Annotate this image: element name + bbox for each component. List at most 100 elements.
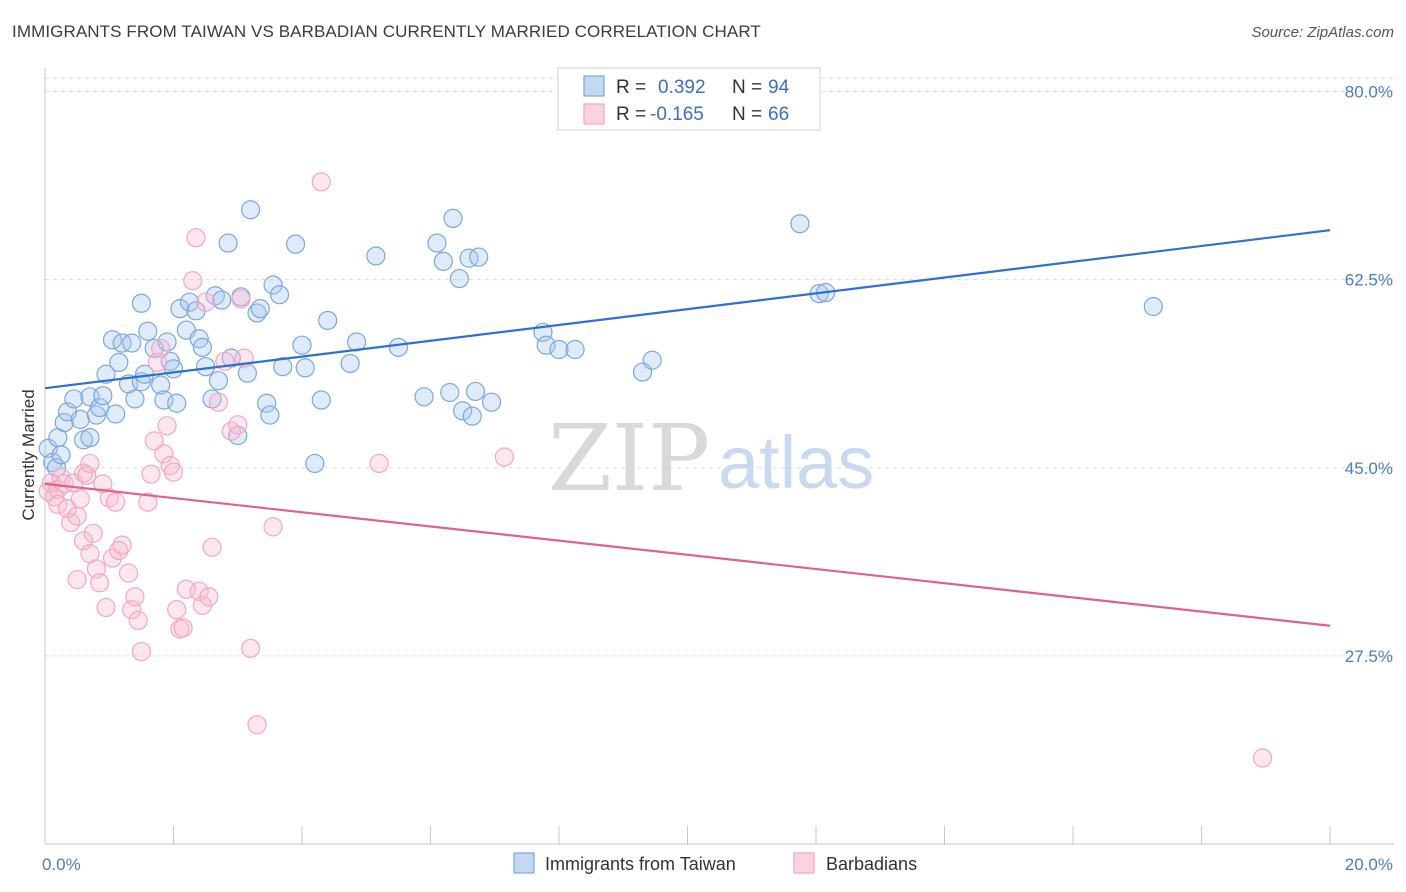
barbadian-point-25	[106, 492, 126, 512]
barbadian-point-64	[494, 447, 514, 467]
barbadian-point-26	[109, 540, 129, 561]
legend-r-value-1: 0.392	[658, 77, 706, 98]
barbadian-point-61	[263, 517, 283, 537]
barbadian-point-41	[163, 462, 184, 482]
barbadian-point-24	[102, 548, 123, 568]
trend-lines	[44, 229, 1331, 627]
barbadian-point-21	[93, 474, 113, 494]
taiwan-point-18	[109, 352, 129, 372]
watermark-atlas: atlas	[718, 421, 874, 504]
barbadian-point-34	[141, 464, 161, 484]
taiwan-point-8	[70, 409, 90, 429]
taiwan-point-33	[167, 393, 187, 413]
y-tick-label-3: 80.0%	[1345, 83, 1393, 102]
taiwan-point-19	[112, 333, 132, 353]
barbadian-point-6	[54, 474, 74, 494]
barbadian-point-62	[311, 172, 331, 192]
bottom-legend-label-barbadian: Barbadians	[826, 854, 917, 874]
barbadian-point-4	[48, 494, 68, 514]
barbadian-point-37	[151, 338, 171, 359]
barbadian-point-13	[73, 463, 94, 483]
barbadian-point-63	[369, 453, 389, 474]
legend-r-value-2: -0.165	[650, 104, 704, 125]
taiwan-point-86	[790, 214, 810, 234]
barbadian-point-22	[96, 597, 116, 618]
barbadian-point-38	[154, 444, 174, 464]
barbadian-point-60	[247, 715, 267, 735]
watermark: ZIP atlas	[548, 405, 874, 512]
taiwan-point-71	[440, 382, 460, 403]
taiwan-point-34	[170, 299, 190, 319]
barbadian-point-33	[138, 492, 158, 512]
taiwan-point-60	[295, 358, 315, 378]
legend-n-label-2: N =	[732, 104, 762, 125]
taiwan-point-67	[388, 337, 408, 357]
barbadian-point-31	[128, 610, 148, 631]
taiwan-point-78	[469, 247, 489, 267]
taiwan-point-50	[241, 200, 261, 220]
x-tick-label-1: 20.0%	[1345, 855, 1393, 874]
bottom-legend-swatch-barbadian	[793, 852, 815, 874]
barbadian-trend-line	[44, 482, 1331, 627]
barbadian-point-12	[70, 489, 90, 509]
taiwan-point-32	[163, 359, 184, 379]
barbadian-point-59	[241, 638, 261, 658]
taiwan-point-44	[212, 290, 232, 310]
barbadian-point-32	[131, 641, 151, 662]
taiwan-point-15	[96, 364, 116, 384]
taiwan-point-69	[427, 233, 447, 253]
taiwan-point-28	[151, 375, 171, 395]
taiwan-point-45	[218, 233, 238, 253]
y-tick-label-1: 45.0%	[1345, 459, 1393, 478]
taiwan-point-21	[122, 333, 142, 353]
tick-labels: 27.5% 45.0% 62.5% 80.0% 0.0% 20.0%	[42, 83, 1393, 875]
taiwan-point-7	[64, 389, 84, 409]
source-label: Source: ZipAtlas.com	[1251, 24, 1394, 41]
taiwan-point-75	[459, 248, 479, 268]
taiwan-point-56	[269, 285, 290, 305]
taiwan-point-85	[642, 350, 662, 370]
barbadian-point-18	[83, 523, 103, 543]
barbadian-point-56	[228, 415, 248, 435]
taiwan-point-55	[263, 275, 283, 295]
barbadian-point-10	[67, 506, 87, 526]
barbadian-point-47	[186, 228, 206, 248]
legend-r-label-1: R =	[616, 77, 646, 98]
barbadian-point-65	[1252, 748, 1273, 768]
taiwan-point-54	[260, 405, 280, 425]
taiwan-point-5	[54, 413, 74, 433]
legend-r-label-2: R =	[616, 104, 646, 125]
barbadian-point-39	[157, 416, 177, 436]
taiwan-point-17	[106, 404, 126, 424]
watermark-zip: ZIP	[548, 405, 710, 512]
barbadian-point-28	[118, 563, 139, 583]
legend-swatch-taiwan	[583, 75, 605, 97]
bottom-legend-label-taiwan: Immigrants from Taiwan	[545, 854, 736, 874]
taiwan-trend-line	[44, 229, 1331, 390]
taiwan-point-59	[292, 335, 312, 355]
taiwan-point-14	[93, 386, 113, 406]
taiwan-point-61	[305, 453, 325, 474]
legend-swatch-barbadian	[583, 103, 605, 125]
legend-n-value-2: 66	[768, 104, 789, 125]
axes	[44, 68, 1394, 845]
data-points	[38, 172, 1273, 768]
taiwan-point-24	[131, 293, 151, 313]
taiwan-point-58	[285, 234, 306, 254]
bottom-legend: Immigrants from Taiwan Barbadians	[513, 852, 917, 874]
y-tick-label-0: 27.5%	[1345, 647, 1393, 666]
taiwan-point-22	[125, 389, 145, 409]
taiwan-point-43	[208, 371, 229, 391]
taiwan-point-53	[257, 393, 277, 413]
taiwan-point-10	[80, 428, 100, 448]
barbadian-point-44	[173, 618, 193, 638]
taiwan-point-74	[453, 401, 473, 421]
taiwan-point-39	[192, 337, 213, 357]
barbadian-point-11	[67, 569, 87, 590]
taiwan-point-64	[340, 353, 360, 374]
barbadian-point-35	[144, 431, 164, 451]
taiwan-point-68	[414, 387, 434, 407]
taiwan-point-66	[366, 246, 386, 266]
barbadian-point-15	[77, 465, 97, 485]
taiwan-point-72	[443, 208, 463, 228]
